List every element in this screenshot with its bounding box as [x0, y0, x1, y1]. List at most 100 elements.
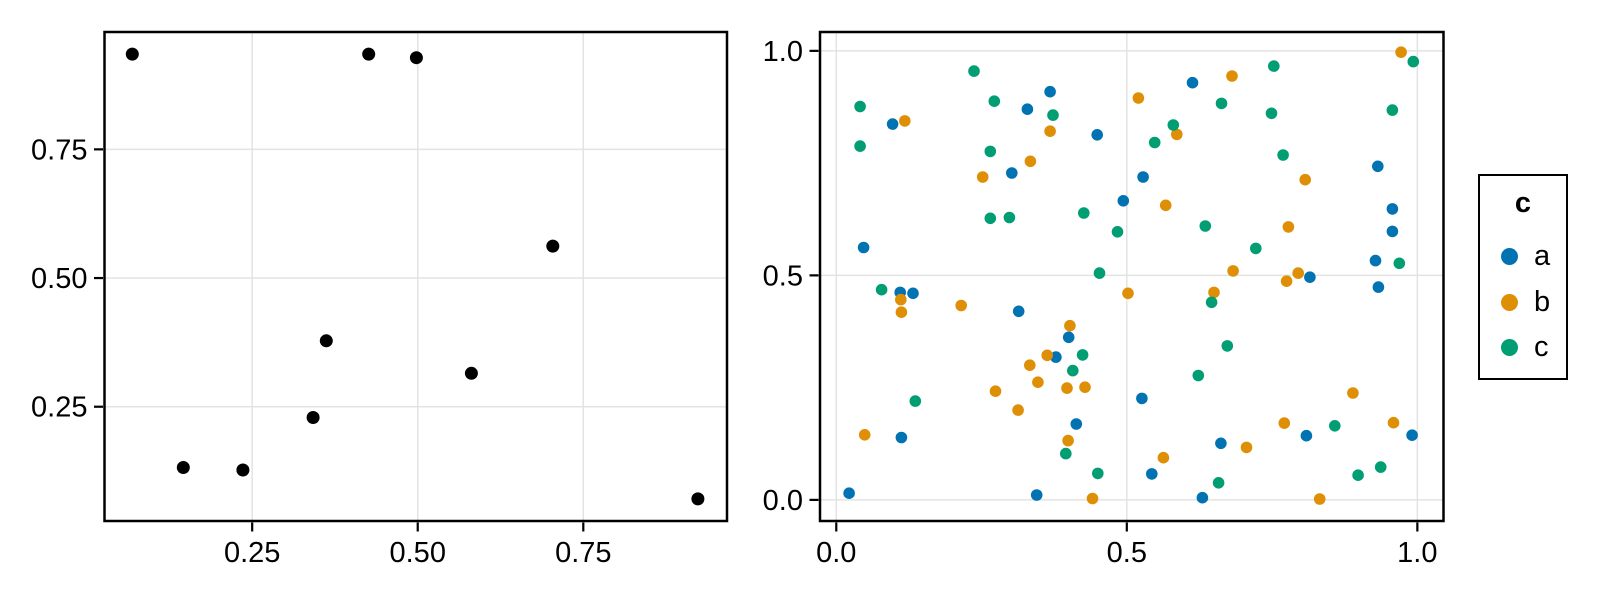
y-tick-label: 0.5 [763, 260, 803, 292]
data-point-c [1199, 220, 1212, 232]
data-point-b [1227, 265, 1239, 277]
data-point-c [1205, 296, 1218, 309]
data-point-b [1064, 319, 1076, 332]
data-point-c [1221, 340, 1234, 352]
data-point-b [1313, 493, 1326, 505]
legend-label-a: a [1534, 240, 1551, 272]
x-tick-label: 0.25 [224, 537, 280, 569]
data-point-b [1086, 492, 1099, 505]
panel-border [103, 30, 729, 523]
legend-label-c: c [1534, 331, 1549, 363]
left-scatter-panel: 0.25 0.50 0.75 0.25 0.50 0.75 [31, 30, 729, 569]
x-tick-label: 0.50 [390, 537, 446, 569]
data-point [306, 411, 320, 424]
data-point-b [1278, 417, 1291, 429]
data-point-b [1032, 376, 1044, 389]
data-point-c [1386, 104, 1399, 116]
y-tick-label: 0.50 [31, 263, 87, 295]
data-point-c [1047, 109, 1059, 121]
data-point-b [1292, 267, 1304, 279]
data-point-b [989, 385, 1002, 398]
data-point-b [1044, 125, 1056, 137]
data-point [362, 47, 376, 61]
data-point-c [1093, 267, 1106, 279]
legend-item-a: a [1501, 241, 1550, 271]
y-tick-label: 0.25 [31, 392, 87, 424]
data-point-b [1395, 46, 1407, 58]
data-point-c [1076, 349, 1089, 361]
data-point-a [1215, 437, 1227, 450]
data-point-c [854, 100, 866, 113]
data-point-b [1240, 441, 1253, 454]
legend-label-b: b [1534, 286, 1551, 318]
legend-dot-c-icon [1501, 338, 1518, 356]
data-point-c [1250, 242, 1262, 255]
data-point-c [1060, 447, 1072, 460]
data-point-b [1387, 416, 1400, 429]
data-point-b [858, 429, 871, 441]
legend-dot-b-icon [1501, 293, 1518, 311]
data-point-c [1215, 97, 1228, 110]
data-point-b [955, 299, 967, 312]
y-tick-label: 0.75 [31, 134, 87, 166]
data-point-a [843, 487, 855, 500]
data-point-c [1192, 369, 1205, 382]
data-point-a [1021, 103, 1034, 115]
data-point-c [1148, 136, 1161, 149]
data-point-a [1006, 167, 1018, 179]
data-point-a [895, 431, 908, 444]
x-tick-label: 0.5 [1107, 537, 1147, 569]
data-point-a [1062, 331, 1075, 344]
data-point-b [1012, 404, 1024, 416]
data-point-c [1352, 469, 1364, 482]
data-point-b [1061, 382, 1073, 394]
data-point-a [1137, 171, 1149, 183]
panel-border [818, 30, 1445, 523]
data-point [464, 366, 478, 380]
x-tick-label: 0.75 [555, 537, 611, 569]
data-point-a [907, 287, 919, 300]
data-point [319, 334, 333, 348]
data-point-b [1062, 434, 1074, 447]
data-point-b [1299, 173, 1311, 186]
data-point-b [1024, 359, 1036, 372]
data-point-a [1030, 489, 1043, 501]
data-point-b [1157, 451, 1170, 464]
data-point-c [1212, 477, 1225, 489]
data-point-b [1122, 287, 1134, 300]
data-point-b [1171, 128, 1183, 141]
data-point-c [1407, 55, 1420, 68]
data-point-b [1024, 155, 1037, 168]
right-scatter-panel: 0.0 0.5 1.0 0.0 0.5 1.0 [763, 30, 1445, 569]
data-point-b [1132, 92, 1145, 104]
data-point-a [1372, 160, 1384, 173]
data-point-c [1374, 461, 1387, 473]
x-tick-label: 0.0 [816, 537, 856, 569]
data-point-a [1300, 429, 1313, 442]
data-point-a [1406, 429, 1418, 442]
data-point-a [1186, 76, 1199, 89]
data-point-b [1280, 275, 1293, 288]
data-point-c [1067, 364, 1079, 377]
data-point-c [1268, 60, 1280, 72]
data-point [125, 47, 139, 61]
x-tick-label: 1.0 [1397, 537, 1437, 569]
data-point-a [1044, 85, 1056, 98]
data-point-c [984, 212, 997, 225]
data-point-b [895, 293, 907, 306]
data-point-c [1078, 207, 1090, 219]
data-point-b [976, 171, 989, 183]
data-point [691, 492, 705, 506]
data-point-c [1265, 107, 1278, 120]
data-point-b [1282, 221, 1295, 233]
data-point-a [1372, 281, 1385, 293]
data-point-c [1111, 226, 1124, 238]
data-point-a [886, 118, 899, 130]
data-point [176, 461, 190, 474]
data-point-b [1208, 286, 1220, 299]
data-point [546, 239, 560, 253]
data-point-c [854, 140, 866, 152]
data-point-b [1159, 199, 1172, 212]
data-point-c [875, 283, 888, 296]
